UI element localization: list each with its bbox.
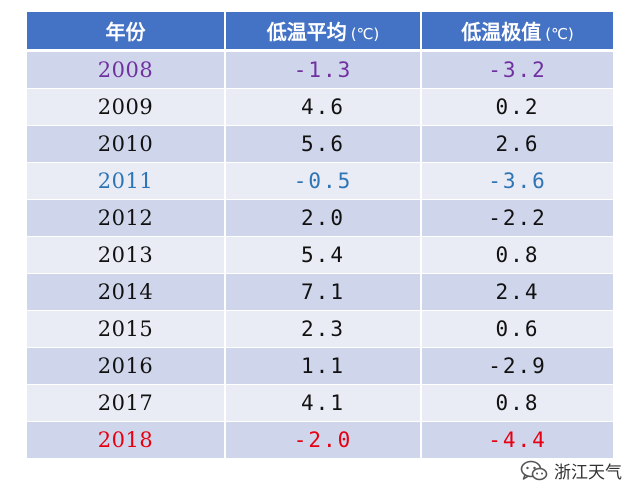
table-row: 2016 1.1 -2.9 [27,347,613,385]
cell-avg-low: 1.1 [225,347,422,385]
table-row: 2010 5.6 2.6 [27,125,613,163]
cell-avg-low: 2.0 [225,199,422,237]
cell-avg-low: -1.3 [225,50,422,89]
cell-year: 2008 [27,50,226,89]
table-body: 2008 -1.3 -3.2 2009 4.6 0.2 2010 5.6 2.6 2011 -0.5… [27,50,613,459]
watermark-text: 浙江天气 [554,463,622,483]
wechat-icon [520,460,548,480]
cell-year: 2009 [27,88,226,126]
cell-avg-low: 5.4 [225,236,422,274]
cell-avg-low: -0.5 [225,162,422,200]
header-min-low-label: 低温极值 [461,20,542,44]
header-avg-low: 低温平均 (℃) [225,12,422,52]
cell-year: 2011 [27,162,226,200]
table-row: 2008 -1.3 -3.2 [27,50,613,89]
watermark: 浙江天气 [520,458,622,483]
cell-min-low: 2.4 [421,273,613,311]
cell-min-low: -3.2 [421,50,613,89]
cell-year: 2018 [27,421,226,459]
cell-year: 2017 [27,384,226,422]
cell-min-low: -2.9 [421,347,613,385]
cell-min-low: 0.6 [421,310,613,348]
header-row: 年份 低温平均 (℃) 低温极值 (℃) [27,12,613,52]
cell-year: 2012 [27,199,226,237]
table-row: 2015 2.3 0.6 [27,310,613,348]
header-year-label: 年份 [105,20,146,44]
table-row: 2009 4.6 0.2 [27,88,613,126]
cell-min-low: 0.8 [421,384,613,422]
cell-avg-low: 4.1 [225,384,422,422]
cell-avg-low: 4.6 [225,88,422,126]
cell-min-low: 2.6 [421,125,613,163]
table-row: 2012 2.0 -2.2 [27,199,613,237]
cell-year: 2014 [27,273,226,311]
cell-year: 2010 [27,125,226,163]
header-min-low-unit: (℃) [545,25,574,43]
header-avg-low-unit: (℃) [350,25,380,43]
temperature-table: 年份 低温平均 (℃) 低温极值 (℃) 2008 -1.3 -3.2 2009 4.6 0.… [27,12,613,459]
cell-year: 2015 [27,310,226,348]
cell-avg-low: 2.3 [225,310,422,348]
table-row: 2013 5.4 0.8 [27,236,613,274]
cell-year: 2016 [27,347,226,385]
cell-avg-low: 5.6 [225,125,422,163]
cell-min-low: 0.2 [421,88,613,126]
cell-avg-low: -2.0 [225,421,422,459]
table-row: 2014 7.1 2.4 [27,273,613,311]
cell-year: 2013 [27,236,226,274]
table-row: 2018 -2.0 -4.4 [27,421,613,459]
cell-min-low: -4.4 [421,421,613,459]
header-min-low: 低温极值 (℃) [421,12,613,52]
header-year: 年份 [27,12,226,52]
cell-avg-low: 7.1 [225,273,422,311]
cell-min-low: -2.2 [421,199,613,237]
cell-min-low: -3.6 [421,162,613,200]
table-row: 2017 4.1 0.8 [27,384,613,422]
cell-min-low: 0.8 [421,236,613,274]
header-avg-low-label: 低温平均 [266,20,347,44]
table-header: 年份 低温平均 (℃) 低温极值 (℃) [27,12,613,52]
table-row: 2011 -0.5 -3.6 [27,162,613,200]
